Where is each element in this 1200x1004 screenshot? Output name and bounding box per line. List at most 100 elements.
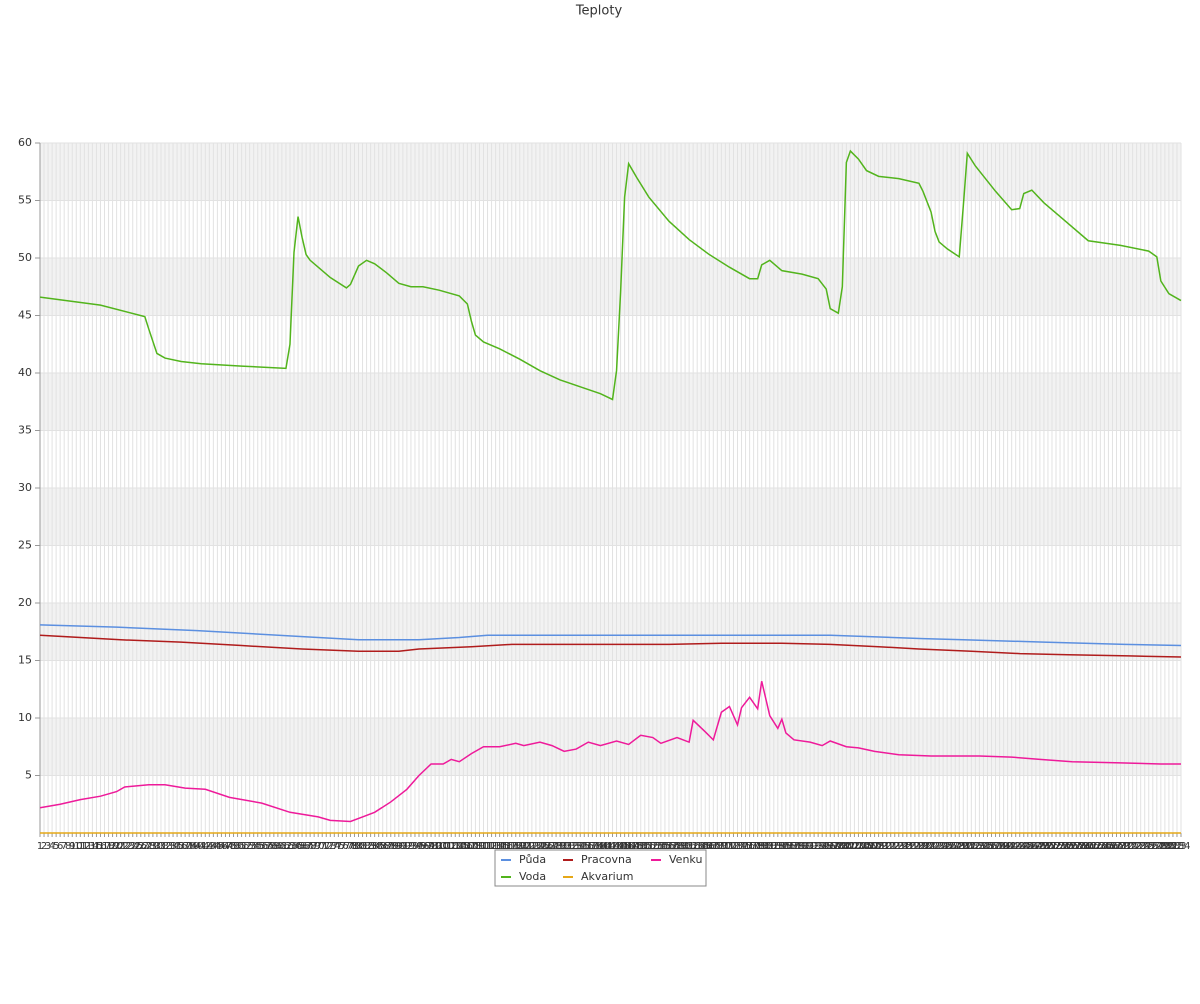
x-tick-label: 255	[1055, 841, 1074, 852]
x-tick-label: 79	[348, 841, 361, 852]
x-tick-label: 206	[857, 841, 876, 852]
x-tick-label: 35	[171, 841, 184, 852]
x-tick-label: 156	[655, 841, 674, 852]
x-tick-label: 27	[138, 841, 151, 852]
x-tick-label: 169	[708, 841, 727, 852]
x-tick-label: 258	[1067, 841, 1086, 852]
x-tick-label: 146	[615, 841, 634, 852]
x-tick-label: 266	[1099, 841, 1118, 852]
x-tick-label: 158	[663, 841, 682, 852]
x-tick-label: 254	[1050, 841, 1069, 852]
x-tick-label: 187	[780, 841, 799, 852]
x-tick-label: 121	[514, 841, 533, 852]
x-tick-label: 252	[1042, 841, 1061, 852]
x-tick-label: 94	[409, 841, 422, 852]
x-tick-label: 185	[772, 841, 791, 852]
x-tick-label: 191	[796, 841, 815, 852]
x-tick-label: 100	[430, 841, 449, 852]
x-tick-label: 90	[392, 841, 405, 852]
x-tick-label: 6	[57, 841, 63, 852]
x-tick-label: 114	[486, 841, 505, 852]
x-tick-label: 129	[547, 841, 566, 852]
x-tick-label: 277	[1143, 841, 1162, 852]
x-tick-label: 189	[788, 841, 807, 852]
x-tick-label: 47	[219, 841, 232, 852]
x-tick-label: 192	[801, 841, 820, 852]
legend-label: Venku	[669, 853, 702, 866]
x-tick-label: 234	[970, 841, 989, 852]
x-tick-label: 65	[292, 841, 305, 852]
x-tick-label: 165	[692, 841, 711, 852]
x-tick-label: 57	[259, 841, 272, 852]
chart-title: Teploty	[575, 4, 623, 19]
x-tick-label: 107	[458, 841, 477, 852]
x-tick-label: 278	[1147, 841, 1166, 852]
x-tick-label: 95	[413, 841, 426, 852]
x-tick-label: 43	[203, 841, 216, 852]
x-tick-label: 21	[114, 841, 127, 852]
x-tick-label: 44	[207, 841, 220, 852]
x-tick-label: 230	[954, 841, 973, 852]
x-tick-label: 77	[340, 841, 353, 852]
x-tick-label: 147	[619, 841, 638, 852]
x-tick-label: 180	[752, 841, 771, 852]
x-tick-label: 68	[304, 841, 317, 852]
x-tick-label: 29	[147, 841, 160, 852]
x-tick-label: 204	[849, 841, 868, 852]
x-tick-label: 178	[744, 841, 763, 852]
x-tick-label: 19	[106, 841, 119, 852]
x-tick-label: 69	[308, 841, 321, 852]
x-tick-label: 119	[506, 841, 525, 852]
x-tick-label: 13	[82, 841, 95, 852]
x-tick-label: 112	[478, 841, 497, 852]
grid-band	[40, 258, 1181, 316]
x-tick-label: 105	[450, 841, 469, 852]
x-tick-label: 263	[1087, 841, 1106, 852]
x-tick-label: 127	[538, 841, 557, 852]
x-tick-label: 253	[1046, 841, 1065, 852]
x-tick-label: 136	[575, 841, 594, 852]
x-tick-label: 161	[676, 841, 695, 852]
series-line	[39, 634, 1182, 658]
x-tick-label: 174	[728, 841, 747, 852]
x-tick-label: 237	[982, 841, 1001, 852]
x-tick-label: 92	[401, 841, 414, 852]
x-tick-label: 72	[320, 841, 333, 852]
x-tick-label: 159	[667, 841, 686, 852]
x-tick-label: 101	[434, 841, 453, 852]
x-tick-label: 102	[438, 841, 457, 852]
x-tick-label: 24	[126, 841, 139, 852]
x-tick-label: 242	[1002, 841, 1021, 852]
x-tick-label: 10	[70, 841, 83, 852]
x-tick-label: 145	[611, 841, 630, 852]
x-tick-label: 41	[195, 841, 208, 852]
x-tick-label: 279	[1151, 841, 1170, 852]
x-tick-label: 5	[53, 841, 59, 852]
x-tick-label: 167	[700, 841, 719, 852]
x-tick-label: 220	[913, 841, 932, 852]
x-tick-label: 223	[926, 841, 945, 852]
x-tick-label: 232	[962, 841, 981, 852]
x-tick-label: 34	[167, 841, 180, 852]
x-tick-label: 126	[534, 841, 553, 852]
y-tick-label: 60	[18, 136, 32, 149]
x-tick-label: 183	[764, 841, 783, 852]
x-tick-label: 280	[1155, 841, 1174, 852]
x-tick-label: 176	[736, 841, 755, 852]
x-tick-label: 274	[1131, 841, 1150, 852]
x-tick-label: 271	[1119, 841, 1138, 852]
y-tick-label: 50	[18, 251, 32, 264]
x-tick-label: 217	[901, 841, 920, 852]
x-tick-label: 257	[1063, 841, 1082, 852]
x-tick-label: 55	[251, 841, 264, 852]
x-tick-label: 86	[376, 841, 389, 852]
x-tick-label: 155	[651, 841, 670, 852]
x-tick-label: 188	[784, 841, 803, 852]
x-tick-label: 131	[555, 841, 574, 852]
series-line	[39, 624, 1182, 647]
x-tick-label: 97	[421, 841, 434, 852]
x-tick-label: 42	[199, 841, 212, 852]
x-tick-label: 275	[1135, 841, 1154, 852]
legend-label: Pracovna	[581, 853, 632, 866]
y-tick-label: 20	[18, 596, 32, 609]
